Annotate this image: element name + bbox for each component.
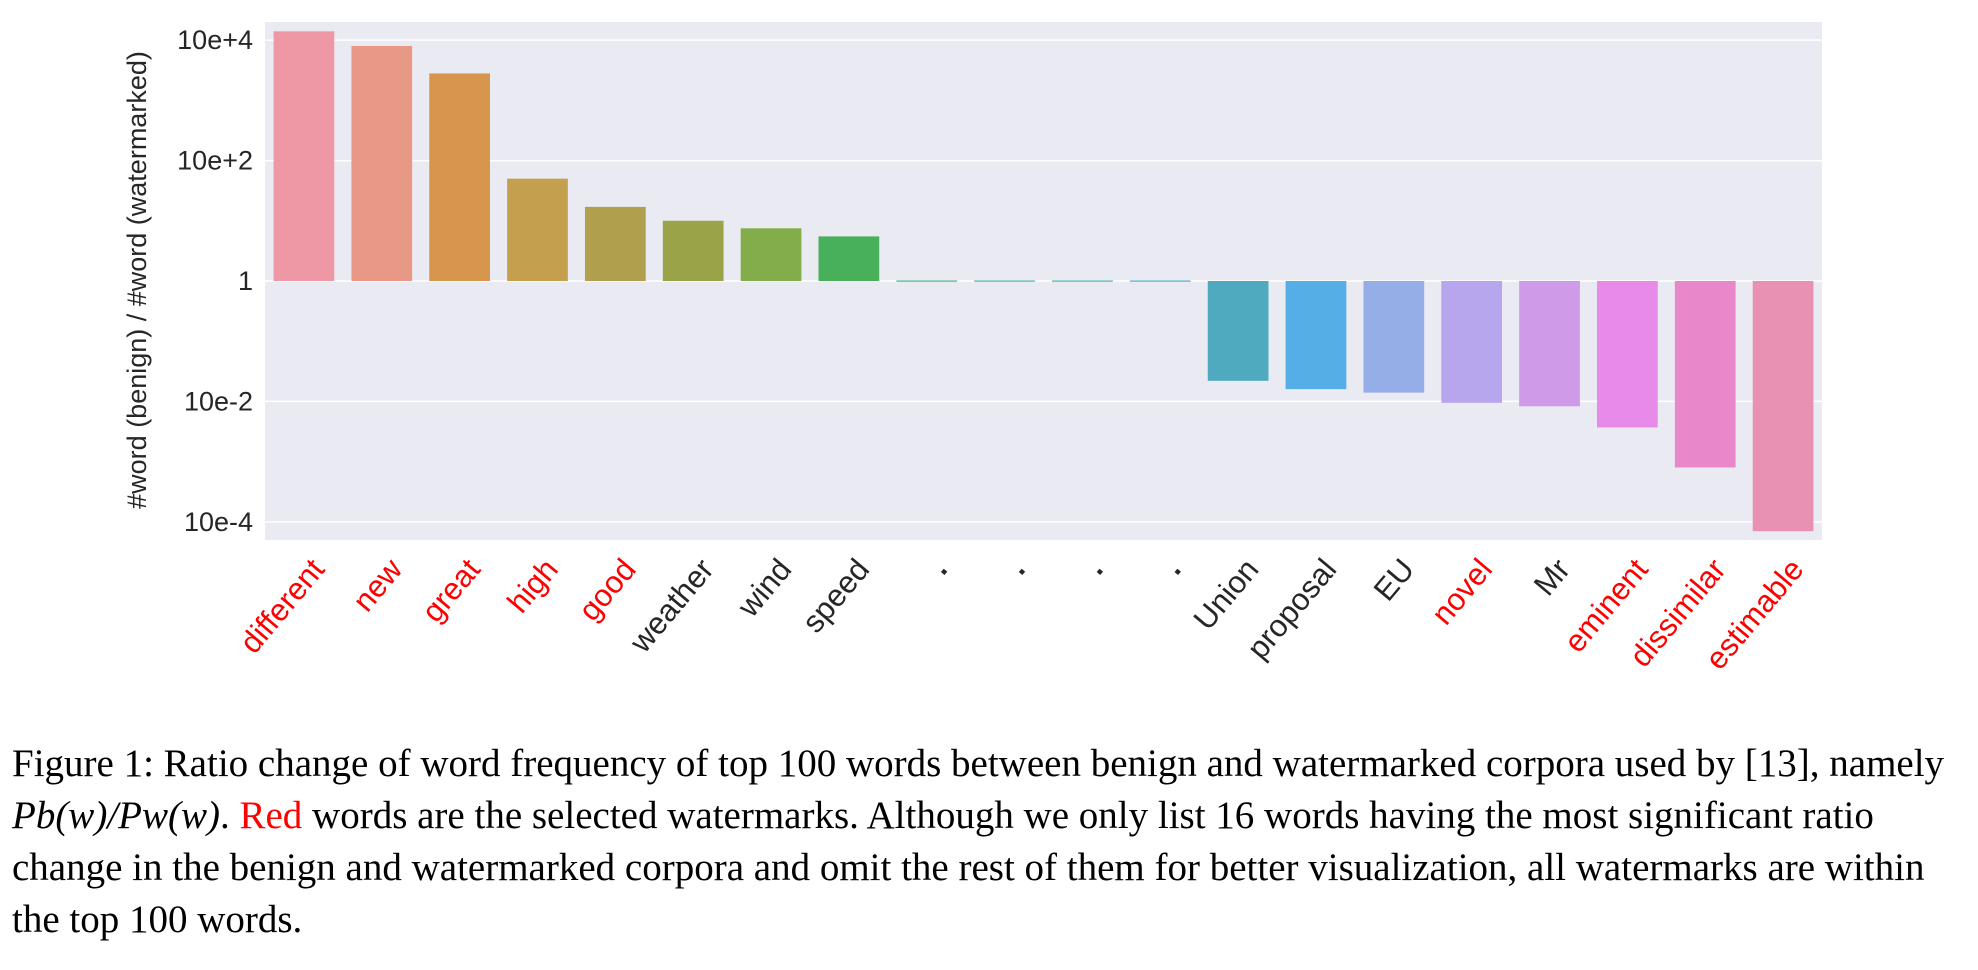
y-tick-label: 10e+2 [177, 146, 253, 176]
bar-wind [740, 228, 802, 281]
y-tick-label: 10e-4 [184, 507, 253, 537]
x-tick-label: Union [1187, 552, 1266, 637]
caption-text-1: Figure 1: Ratio change of word frequency… [12, 742, 1945, 785]
x-tick-label: speed [795, 552, 876, 639]
x-tick-label: different [233, 552, 332, 660]
figure-caption: Figure 1: Ratio change of word frequency… [12, 738, 1972, 946]
y-tick-label: 10e-2 [184, 386, 253, 416]
x-tick-label: high [500, 552, 564, 619]
bar-proposal [1285, 281, 1347, 390]
bar-good [584, 206, 646, 281]
x-tick-label: novel [1425, 552, 1499, 631]
bar-dissimilar [1674, 281, 1736, 468]
x-tick-label: . [1077, 552, 1109, 581]
x-tick-label: weather [622, 552, 720, 660]
x-tick-label: Mr [1527, 552, 1577, 602]
bar-weather [662, 220, 724, 281]
x-tick-label: new [346, 552, 410, 619]
x-tick-label: . [922, 552, 954, 581]
x-tick-label: . [1000, 552, 1032, 581]
plot-area: 10e+4 10e+2 1 10e-2 10e-4 different new great hi… [177, 22, 1822, 676]
y-tick-label: 1 [238, 266, 253, 296]
bar-different [273, 31, 335, 281]
caption-text-2: . [219, 794, 240, 837]
bar-estimable [1752, 281, 1814, 532]
x-tick-label: wind [730, 552, 798, 624]
y-axis-label: #word (benign) / #word (watermarked) [122, 51, 152, 509]
bar-dot [1052, 280, 1113, 282]
bar-chart: 10e+4 10e+2 1 10e-2 10e-4 different new great hi… [122, 22, 1822, 676]
bar-high [507, 178, 568, 281]
x-tick-label: great [415, 552, 487, 629]
x-tick-label: . [1155, 552, 1187, 581]
bar-speed [818, 236, 880, 281]
bar-Mr [1519, 281, 1580, 407]
bar-novel [1441, 281, 1503, 403]
caption-highlight-red: Red [239, 794, 303, 837]
caption-formula: Pb(w)/Pw(w) [12, 794, 220, 837]
bar-Union [1207, 281, 1269, 381]
bar-dot [1129, 280, 1191, 282]
x-tick-label: good [572, 552, 643, 627]
caption-text-3: words are the selected watermarks. Altho… [12, 794, 1925, 941]
bar-dot [896, 280, 958, 282]
bar-eminent [1597, 281, 1658, 428]
x-tick-label: EU [1367, 552, 1422, 607]
bar-new [351, 45, 413, 282]
bar-dot [974, 280, 1035, 282]
bar-EU [1363, 281, 1425, 393]
y-tick-label: 10e+4 [177, 25, 253, 55]
bar-great [429, 73, 490, 281]
